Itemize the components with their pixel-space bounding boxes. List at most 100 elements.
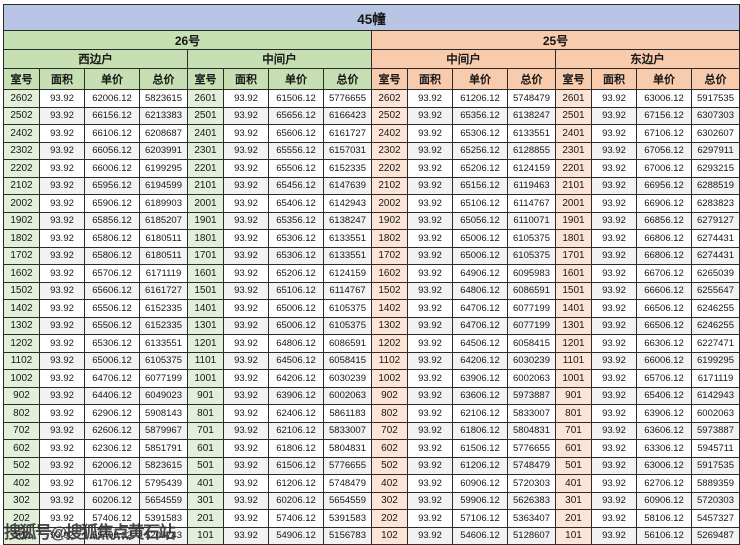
room-cell: 201 xyxy=(187,509,224,528)
unit-price-cell: 66806.12 xyxy=(636,229,692,248)
column-header: 室号 xyxy=(371,68,408,90)
table-row: 2302 93.92 66056.12 6203991 2301 93.92 65556.1… xyxy=(3,141,740,160)
area-cell: 93.92 xyxy=(591,421,637,440)
area-cell: 93.92 xyxy=(407,106,453,125)
area-cell: 93.92 xyxy=(223,176,269,195)
total-price-cell: 6002063 xyxy=(690,404,740,423)
area-cell: 93.92 xyxy=(407,89,453,108)
total-price-cell: 6114767 xyxy=(507,194,556,213)
column-header: 面积 xyxy=(39,68,85,90)
unit-price-cell: 65006.12 xyxy=(268,316,324,335)
area-cell: 93.92 xyxy=(591,456,637,475)
unit-price-cell: 64706.12 xyxy=(84,369,140,388)
area-cell: 93.92 xyxy=(39,369,85,388)
column-header: 单价 xyxy=(636,68,692,90)
unit-price-cell: 65706.12 xyxy=(84,264,140,283)
total-price-cell: 5776655 xyxy=(323,456,372,475)
total-price-cell: 5748479 xyxy=(507,89,556,108)
room-cell: 2501 xyxy=(187,106,224,125)
unit-price-cell: 65306.12 xyxy=(268,246,324,265)
total-price-cell: 6265039 xyxy=(690,264,740,283)
room-cell: 1901 xyxy=(555,211,592,230)
area-cell: 93.92 xyxy=(407,264,453,283)
table-row: 802 93.92 62906.12 5908143 801 93.92 62406.12 5… xyxy=(3,404,740,423)
area-cell: 93.92 xyxy=(223,369,269,388)
total-price-cell: 6119463 xyxy=(507,176,556,195)
room-cell: 402 xyxy=(3,474,40,493)
total-price-cell: 5748479 xyxy=(323,474,372,493)
table-row: 502 93.92 62006.12 5823615 501 93.92 61506.12 5… xyxy=(3,456,740,475)
unit-price-cell: 57406.12 xyxy=(268,509,324,528)
unit-price-cell: 66606.12 xyxy=(636,281,692,300)
table-row: 1602 93.92 65706.12 6171119 1601 93.92 65206.1… xyxy=(3,264,740,283)
total-price-cell: 6002063 xyxy=(323,386,372,405)
room-cell: 402 xyxy=(371,474,408,493)
room-cell: 2101 xyxy=(555,176,592,195)
area-cell: 93.92 xyxy=(39,246,85,265)
column-header: 单价 xyxy=(84,68,140,90)
area-cell: 93.92 xyxy=(591,211,637,230)
area-cell: 93.92 xyxy=(591,404,637,423)
area-cell: 93.92 xyxy=(223,456,269,475)
total-price-cell: 5269487 xyxy=(690,526,740,545)
unit-price-cell: 56106.12 xyxy=(636,526,692,545)
unit-price-cell: 65356.12 xyxy=(452,106,508,125)
price-table: 45幢 26号 25号 西边户 中间户 中间户 东边户 室号 面积 单价 总价 室号 面积… xyxy=(2,4,740,545)
room-cell: 2301 xyxy=(187,141,224,160)
area-cell: 93.92 xyxy=(223,281,269,300)
total-price-cell: 6030239 xyxy=(507,351,556,370)
unit-price-cell: 63906.12 xyxy=(452,369,508,388)
unit-price-cell: 63606.12 xyxy=(636,421,692,440)
unit-price-cell: 65006.12 xyxy=(84,351,140,370)
room-cell: 1902 xyxy=(3,211,40,230)
unit-price-cell: 62906.12 xyxy=(84,404,140,423)
room-cell: 1102 xyxy=(3,351,40,370)
total-price-cell: 5720303 xyxy=(507,474,556,493)
area-cell: 93.92 xyxy=(223,439,269,458)
unit-price-cell: 66156.12 xyxy=(84,106,140,125)
room-cell: 1302 xyxy=(3,316,40,335)
column-header: 室号 xyxy=(187,68,224,90)
room-cell: 2402 xyxy=(3,124,40,143)
unit-price-cell: 65506.12 xyxy=(268,159,324,178)
total-price-cell: 6246255 xyxy=(690,316,740,335)
unit-price-cell: 63906.12 xyxy=(268,386,324,405)
area-cell: 93.92 xyxy=(223,159,269,178)
room-cell: 1401 xyxy=(187,299,224,318)
unit-price-cell: 60906.12 xyxy=(636,491,692,510)
area-cell: 93.92 xyxy=(39,211,85,230)
room-cell: 1701 xyxy=(555,246,592,265)
total-price-cell: 6095983 xyxy=(507,264,556,283)
unit-price-cell: 65306.12 xyxy=(84,334,140,353)
unit-price-cell: 67106.12 xyxy=(636,124,692,143)
table-row: 2602 93.92 62006.12 5823615 2601 93.92 61506.1… xyxy=(3,89,740,108)
total-price-cell: 6199295 xyxy=(139,159,188,178)
unit-price-cell: 61506.12 xyxy=(268,456,324,475)
area-cell: 93.92 xyxy=(223,351,269,370)
area-cell: 93.92 xyxy=(407,386,453,405)
room-cell: 801 xyxy=(187,404,224,423)
room-cell: 1501 xyxy=(187,281,224,300)
room-cell: 1002 xyxy=(3,369,40,388)
unit-price-cell: 65106.12 xyxy=(268,281,324,300)
total-price-cell: 6213383 xyxy=(139,106,188,125)
total-price-cell: 6180511 xyxy=(139,246,188,265)
room-cell: 1502 xyxy=(371,281,408,300)
room-cell: 1301 xyxy=(187,316,224,335)
table-row: 102 93.92 55406.12 5203743 101 93.92 54906.12 5… xyxy=(3,526,740,545)
room-cell: 2102 xyxy=(3,176,40,195)
area-cell: 93.92 xyxy=(223,264,269,283)
room-cell: 102 xyxy=(371,526,408,545)
unit-price-cell: 66306.12 xyxy=(636,334,692,353)
watermark-text: 搜狐号@搜狐焦点黄石站 xyxy=(4,523,176,542)
room-cell: 102 xyxy=(3,526,40,545)
area-cell: 93.92 xyxy=(223,299,269,318)
unit-price-cell: 65306.12 xyxy=(268,229,324,248)
room-cell: 901 xyxy=(555,386,592,405)
total-price-cell: 5917535 xyxy=(690,456,740,475)
total-price-cell: 6147639 xyxy=(323,176,372,195)
total-price-cell: 6171119 xyxy=(139,264,188,283)
total-price-cell: 5879967 xyxy=(139,421,188,440)
room-cell: 2601 xyxy=(555,89,592,108)
room-cell: 901 xyxy=(187,386,224,405)
